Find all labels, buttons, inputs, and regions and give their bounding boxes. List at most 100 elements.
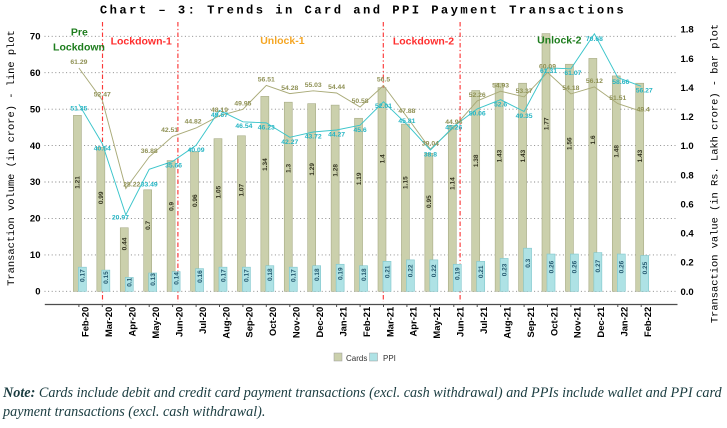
svg-text:1.43: 1.43 xyxy=(496,149,503,162)
svg-text:1.0: 1.0 xyxy=(681,141,694,152)
svg-text:58.66: 58.66 xyxy=(612,79,629,86)
svg-text:61.29: 61.29 xyxy=(70,59,87,66)
svg-text:36.88: 36.88 xyxy=(141,148,158,155)
svg-text:52.6: 52.6 xyxy=(494,101,507,108)
svg-text:Feb-20: Feb-20 xyxy=(80,307,91,337)
svg-text:39.04: 39.04 xyxy=(422,140,439,147)
svg-text:56.12: 56.12 xyxy=(586,78,603,85)
svg-text:70: 70 xyxy=(30,32,41,43)
svg-text:0.14: 0.14 xyxy=(173,272,180,285)
svg-text:60: 60 xyxy=(30,68,41,79)
svg-text:43.72: 43.72 xyxy=(305,134,322,141)
svg-text:1.6: 1.6 xyxy=(681,54,694,65)
svg-text:49.35: 49.35 xyxy=(516,113,533,120)
svg-text:54.44: 54.44 xyxy=(328,84,345,91)
svg-text:May-20: May-20 xyxy=(150,307,161,339)
svg-text:0.19: 0.19 xyxy=(455,267,462,280)
svg-text:Unlock-1: Unlock-1 xyxy=(260,35,305,47)
svg-text:Transaction value (in Rs. Lakh: Transaction value (in Rs. Lakh crore) - … xyxy=(710,24,722,323)
svg-text:40.09: 40.09 xyxy=(188,147,205,154)
svg-text:0.7: 0.7 xyxy=(145,220,152,229)
svg-text:1.43: 1.43 xyxy=(637,149,644,162)
svg-text:0.27: 0.27 xyxy=(595,259,602,272)
svg-text:Chart – 3: Trends in Card and: Chart – 3: Trends in Card and PPI Paymen… xyxy=(100,3,626,17)
svg-text:20.97: 20.97 xyxy=(112,215,129,222)
svg-text:0.99: 0.99 xyxy=(98,191,105,204)
svg-text:54.93: 54.93 xyxy=(492,82,509,89)
svg-text:50.06: 50.06 xyxy=(469,111,486,118)
svg-text:Oct-20: Oct-20 xyxy=(267,307,278,336)
svg-text:0.16: 0.16 xyxy=(197,270,204,283)
svg-text:0.15: 0.15 xyxy=(103,271,110,284)
svg-text:0.4: 0.4 xyxy=(681,229,695,240)
svg-text:10: 10 xyxy=(30,250,41,261)
svg-text:Lockdown: Lockdown xyxy=(53,42,105,54)
svg-text:0.18: 0.18 xyxy=(361,268,368,281)
svg-text:1.34: 1.34 xyxy=(262,158,269,171)
svg-text:Transaction volume (in crore): Transaction volume (in crore) - line plo… xyxy=(6,30,18,286)
svg-text:44.94: 44.94 xyxy=(445,119,462,126)
svg-text:50.58: 50.58 xyxy=(352,98,369,105)
svg-text:1.3: 1.3 xyxy=(286,163,293,172)
svg-text:50: 50 xyxy=(30,104,41,115)
svg-text:1.05: 1.05 xyxy=(215,185,222,198)
svg-text:1.43: 1.43 xyxy=(520,149,527,162)
svg-text:Apr-21: Apr-21 xyxy=(408,307,419,337)
svg-text:49.4: 49.4 xyxy=(637,107,650,114)
svg-text:48.19: 48.19 xyxy=(211,107,228,114)
svg-text:47.88: 47.88 xyxy=(398,108,415,115)
svg-text:0.26: 0.26 xyxy=(572,260,579,273)
svg-text:1.14: 1.14 xyxy=(450,177,457,190)
svg-text:Aug-20: Aug-20 xyxy=(220,307,231,339)
svg-text:56.5: 56.5 xyxy=(377,77,390,84)
svg-text:52.01: 52.01 xyxy=(375,103,392,110)
svg-text:Feb-21: Feb-21 xyxy=(361,307,372,337)
svg-text:0.0: 0.0 xyxy=(681,287,694,298)
svg-text:0.2: 0.2 xyxy=(681,258,694,269)
svg-text:0.19: 0.19 xyxy=(337,267,344,280)
svg-text:51.51: 51.51 xyxy=(609,95,626,102)
svg-text:0.17: 0.17 xyxy=(291,269,298,282)
svg-text:1.29: 1.29 xyxy=(309,163,316,176)
svg-text:0.17: 0.17 xyxy=(244,269,251,282)
svg-text:Jul-21: Jul-21 xyxy=(478,307,489,334)
svg-text:Sep-20: Sep-20 xyxy=(244,307,255,338)
svg-text:44.27: 44.27 xyxy=(328,132,345,139)
svg-text:55.03: 55.03 xyxy=(305,82,322,89)
svg-text:Dec-21: Dec-21 xyxy=(595,307,606,338)
svg-text:42.51: 42.51 xyxy=(161,127,178,134)
svg-text:0: 0 xyxy=(35,287,40,298)
svg-text:51.35: 51.35 xyxy=(70,105,87,112)
svg-text:1.2: 1.2 xyxy=(681,112,694,123)
svg-text:1.6: 1.6 xyxy=(590,135,597,144)
svg-text:0.9: 0.9 xyxy=(168,201,175,210)
svg-text:Aug-21: Aug-21 xyxy=(501,307,512,339)
svg-text:Sep-21: Sep-21 xyxy=(525,307,536,338)
svg-text:Lockdown-2: Lockdown-2 xyxy=(393,36,454,48)
svg-text:54.18: 54.18 xyxy=(562,85,579,92)
svg-text:1.48: 1.48 xyxy=(614,145,621,158)
svg-text:35.66: 35.66 xyxy=(165,163,182,170)
svg-text:0.26: 0.26 xyxy=(619,260,626,273)
svg-text:0.6: 0.6 xyxy=(681,199,694,210)
svg-text:Apr-20: Apr-20 xyxy=(127,307,138,337)
svg-text:56.27: 56.27 xyxy=(636,88,653,95)
svg-text:53.37: 53.37 xyxy=(516,88,533,95)
svg-text:61.31: 61.31 xyxy=(540,68,557,75)
svg-text:0.23: 0.23 xyxy=(501,263,508,276)
svg-text:0.3: 0.3 xyxy=(525,258,532,267)
svg-text:payment transactions (excl. ca: payment transactions (excl. cash withdra… xyxy=(2,404,265,420)
svg-text:1.19: 1.19 xyxy=(356,172,363,185)
svg-text:45.6: 45.6 xyxy=(353,127,366,134)
svg-text:0.21: 0.21 xyxy=(384,265,391,278)
svg-text:0.95: 0.95 xyxy=(426,195,433,208)
svg-text:0.21: 0.21 xyxy=(478,265,485,278)
svg-text:0.8: 0.8 xyxy=(681,170,694,181)
svg-text:PPI: PPI xyxy=(383,354,396,363)
svg-text:0.22: 0.22 xyxy=(431,264,438,277)
svg-text:1.21: 1.21 xyxy=(75,176,82,189)
svg-text:1.15: 1.15 xyxy=(403,176,410,189)
svg-text:Mar-20: Mar-20 xyxy=(103,307,114,337)
svg-text:Lockdown-1: Lockdown-1 xyxy=(111,36,172,48)
svg-text:Jun-21: Jun-21 xyxy=(455,307,466,337)
